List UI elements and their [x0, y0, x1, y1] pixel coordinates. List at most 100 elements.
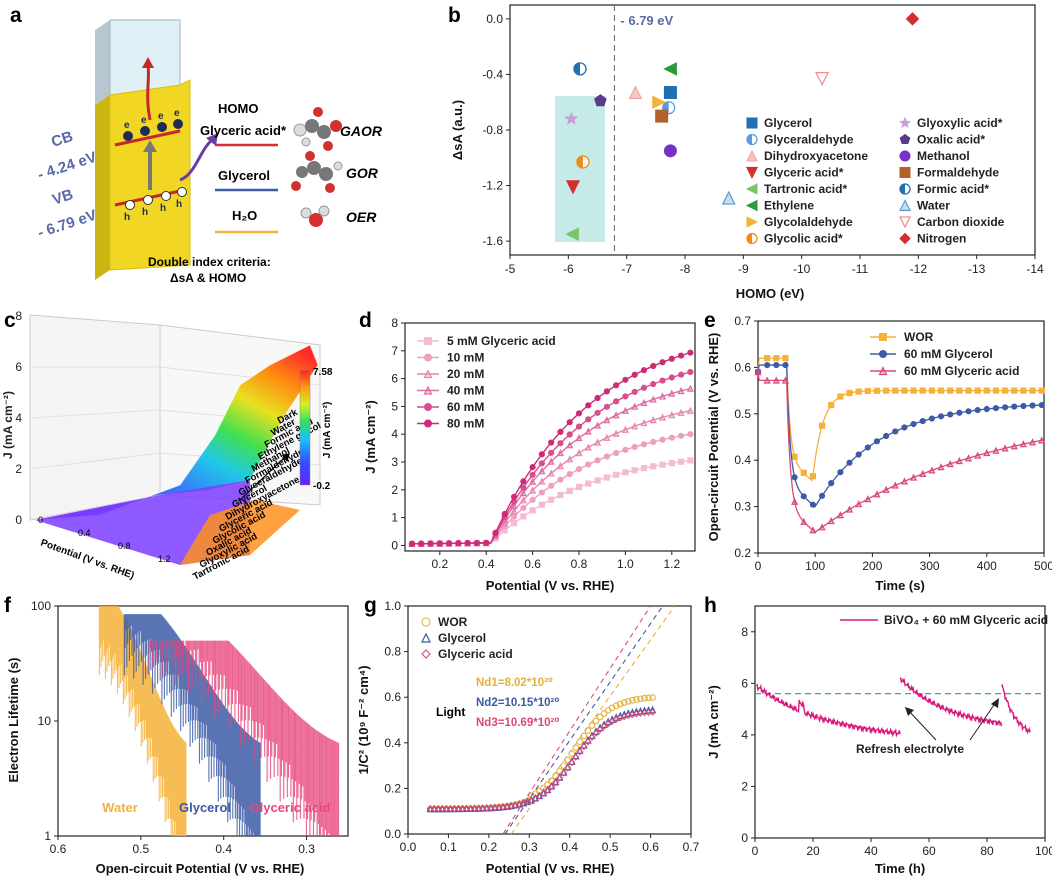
level-glycerol: Glycerol	[218, 168, 270, 183]
point-tartronic-acid-	[565, 227, 579, 241]
data-point	[1011, 403, 1018, 410]
point-nitrogen	[905, 12, 920, 26]
legend-label: 20 mM	[447, 367, 484, 381]
data-point	[649, 395, 657, 403]
data-point	[594, 457, 601, 464]
series-label: Water	[102, 800, 138, 815]
data-point	[650, 362, 657, 370]
y-tick-label: 6	[391, 372, 398, 386]
y-tick-label: 8	[391, 316, 398, 330]
svg-text:h: h	[142, 207, 148, 218]
x-tick-label: -13	[968, 262, 986, 276]
data-point	[538, 477, 546, 485]
data-point	[668, 389, 676, 397]
legend-label: Glycolaldehyde	[764, 215, 853, 229]
data-point	[645, 694, 652, 702]
legend-marker	[898, 216, 912, 229]
x-tick-label: 0.4	[561, 840, 578, 854]
legend-label: 60 mM Glyceric acid	[904, 364, 1019, 378]
data-point	[576, 748, 584, 756]
electrons: e e e e	[123, 108, 183, 141]
panel-b-label: b	[448, 4, 461, 27]
data-point	[901, 424, 908, 431]
data-point	[616, 700, 624, 708]
data-point	[965, 408, 972, 415]
data-point	[818, 492, 826, 499]
legend-label: BiVO₄ + 60 mM Glyceric acid	[884, 613, 1048, 627]
data-point	[900, 477, 909, 485]
panel-d-lsv: d 0.2 0.4 0.6 0.8 1.0 1.2 0 1 2 3 4 5 6 7 8 5 mM Glyce…	[359, 309, 696, 593]
data-point	[892, 428, 899, 435]
y-tick-label: 0.2	[384, 781, 401, 795]
y-tick-label: 0.4	[384, 736, 401, 750]
data-point	[668, 411, 676, 419]
panel-e-ocp: e 0 100 200 300 400 500 0.2 0.3 0.4 0.5 0.6 0.7 WOR…	[704, 309, 1052, 593]
data-point	[564, 756, 572, 764]
level-glyceric: Glyceric acid*	[200, 123, 287, 138]
x-tick-label: -10	[793, 262, 811, 276]
data-point	[631, 388, 638, 395]
x-tick-label: 0.6	[50, 842, 67, 856]
data-point	[668, 355, 675, 362]
data-point	[686, 384, 694, 392]
data-point	[593, 438, 602, 446]
data-point	[659, 461, 666, 468]
y-tick-label: 3	[391, 455, 398, 469]
homo-title: HOMO	[218, 101, 258, 116]
data-point	[640, 706, 649, 715]
x-tick-label: 0.2	[481, 840, 498, 854]
colorbar-max: 7.58	[313, 367, 333, 378]
y-tick-label: 2	[741, 779, 748, 793]
data-point	[585, 416, 592, 423]
x-tick-label: 1.0	[617, 557, 634, 571]
data-point	[668, 374, 675, 381]
x-tick-label: 0.2	[431, 557, 448, 571]
series-line	[411, 352, 691, 545]
legend-label: Formic acid*	[917, 182, 989, 196]
legend-marker	[745, 166, 759, 179]
data-point	[677, 432, 685, 439]
data-point	[529, 507, 536, 514]
data-point	[427, 540, 434, 547]
data-point	[566, 471, 573, 478]
data-point	[640, 441, 648, 448]
data-point	[983, 387, 990, 394]
x-tick-label: 0.3	[521, 840, 538, 854]
data-point	[592, 717, 600, 725]
data-point	[864, 495, 872, 503]
data-point	[575, 433, 583, 442]
data-point	[519, 489, 527, 497]
data-point	[603, 403, 610, 410]
y-axis-title: ΔsA (a.u.)	[450, 100, 465, 160]
colorbar	[299, 369, 311, 486]
panel-f-lifetime: f 0.6 0.5 0.4 0.3 1 10 100 Water Glycerol Glycer…	[4, 594, 349, 876]
data-point	[640, 398, 648, 407]
data-point	[612, 702, 620, 710]
data-point	[529, 486, 537, 494]
data-point	[547, 783, 556, 791]
semiconductor-side	[95, 95, 110, 280]
data-point	[624, 697, 632, 705]
x-tick-label: 0.1	[440, 840, 457, 854]
data-point	[501, 510, 508, 518]
svg-text:e: e	[124, 120, 130, 131]
data-point	[564, 764, 572, 772]
legend-label: Dihydroxyacetone	[764, 149, 868, 163]
y-tick-label: 5	[391, 399, 398, 413]
legend-label: Glycolic acid*	[764, 232, 843, 246]
data-point	[1029, 387, 1036, 394]
point-glycerol	[663, 86, 677, 99]
legend-label: 5 mM Glyceric acid	[447, 334, 556, 348]
data-point	[588, 733, 596, 741]
data-point	[827, 517, 835, 525]
x-tick-label: 1.2	[663, 557, 680, 571]
legend-label: Ethylene	[764, 199, 814, 213]
data-point	[836, 511, 844, 519]
data-point	[809, 526, 817, 534]
y-tick-label: 1.0	[384, 599, 401, 613]
data-point	[445, 540, 453, 547]
legend-marker	[899, 133, 911, 144]
data-point	[538, 467, 546, 475]
data-point	[510, 513, 518, 520]
y-tick-label: 0	[391, 538, 398, 552]
